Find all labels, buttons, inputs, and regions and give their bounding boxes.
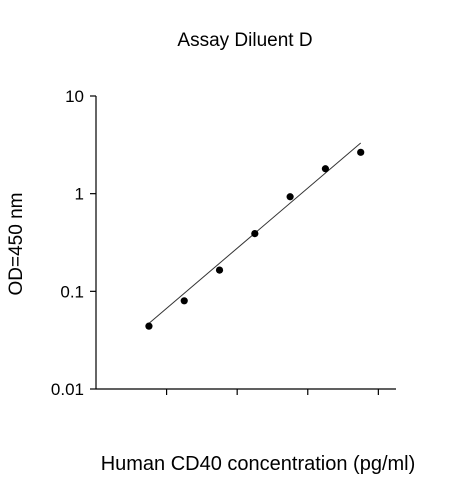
y-axis-ticks: 10 1 0.1 0.01 (51, 87, 96, 399)
plot-frame (95, 96, 396, 390)
data-point (251, 230, 259, 238)
x-axis-ticks (165, 389, 379, 395)
data-point (145, 322, 153, 330)
data-point (180, 297, 188, 305)
data-point (215, 266, 224, 274)
y-tick-label: 0.01 (51, 380, 84, 399)
y-tick-label: 1 (75, 185, 84, 204)
data-point (286, 193, 294, 201)
data-point (321, 165, 330, 173)
data-points (145, 148, 365, 330)
chart-title: Assay Diluent D (177, 30, 313, 51)
x-axis-label: Human CD40 concentration (pg/ml) (100, 453, 416, 475)
data-point (357, 148, 365, 156)
y-tick-label: 0.1 (60, 282, 84, 301)
y-tick-label: 10 (65, 87, 84, 106)
